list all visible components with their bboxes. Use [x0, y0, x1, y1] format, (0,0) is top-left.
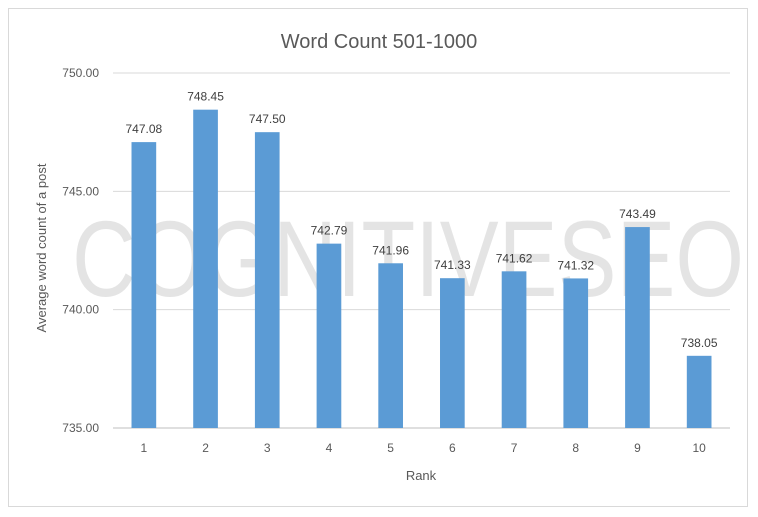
data-label: 741.62 — [496, 251, 533, 265]
y-tick-label: 740.00 — [62, 303, 99, 317]
data-label: 743.49 — [619, 207, 656, 221]
bar — [254, 132, 280, 428]
y-axis-label: Average word count of a post — [34, 163, 49, 332]
x-tick-labels: 1 2 3 4 5 6 7 8 9 10 — [141, 441, 707, 455]
data-label: 741.32 — [557, 258, 594, 272]
x-tick-label: 10 — [692, 441, 706, 455]
bar — [501, 271, 527, 428]
y-tick-label: 745.00 — [62, 184, 99, 198]
y-tick-labels: 735.00 740.00 745.00 750.00 — [62, 66, 99, 435]
x-tick-label: 6 — [449, 441, 456, 455]
x-tick-label: 2 — [202, 441, 209, 455]
bar — [193, 109, 218, 428]
x-tick-label: 7 — [511, 441, 518, 455]
bar — [316, 243, 342, 428]
x-tick-label: 8 — [572, 441, 579, 455]
bar — [378, 263, 403, 428]
data-label: 741.33 — [434, 258, 471, 272]
data-labels: 747.08 748.45 747.50 742.79 741.96 741.33 741.… — [125, 90, 717, 350]
data-label: 741.96 — [372, 243, 409, 257]
bars — [131, 109, 712, 428]
x-tick-label: 3 — [264, 441, 271, 455]
y-tick-label: 735.00 — [62, 421, 99, 435]
data-label: 748.45 — [187, 90, 224, 104]
x-tick-label: 1 — [141, 441, 148, 455]
bar — [440, 278, 465, 428]
x-tick-label: 5 — [387, 441, 394, 455]
x-axis-label: Rank — [406, 468, 437, 483]
bar — [686, 355, 712, 428]
data-label: 742.79 — [311, 224, 348, 238]
bar — [563, 278, 589, 428]
bar — [131, 142, 157, 428]
data-label: 747.50 — [249, 112, 286, 126]
y-tick-label: 750.00 — [62, 66, 99, 80]
x-tick-label: 4 — [326, 441, 333, 455]
bar — [625, 227, 650, 428]
data-label: 738.05 — [681, 336, 718, 350]
chart-frame — [8, 8, 748, 507]
x-tick-label: 9 — [634, 441, 641, 455]
chart-title: Word Count 501-1000 — [281, 31, 477, 53]
data-label: 747.08 — [125, 122, 162, 136]
